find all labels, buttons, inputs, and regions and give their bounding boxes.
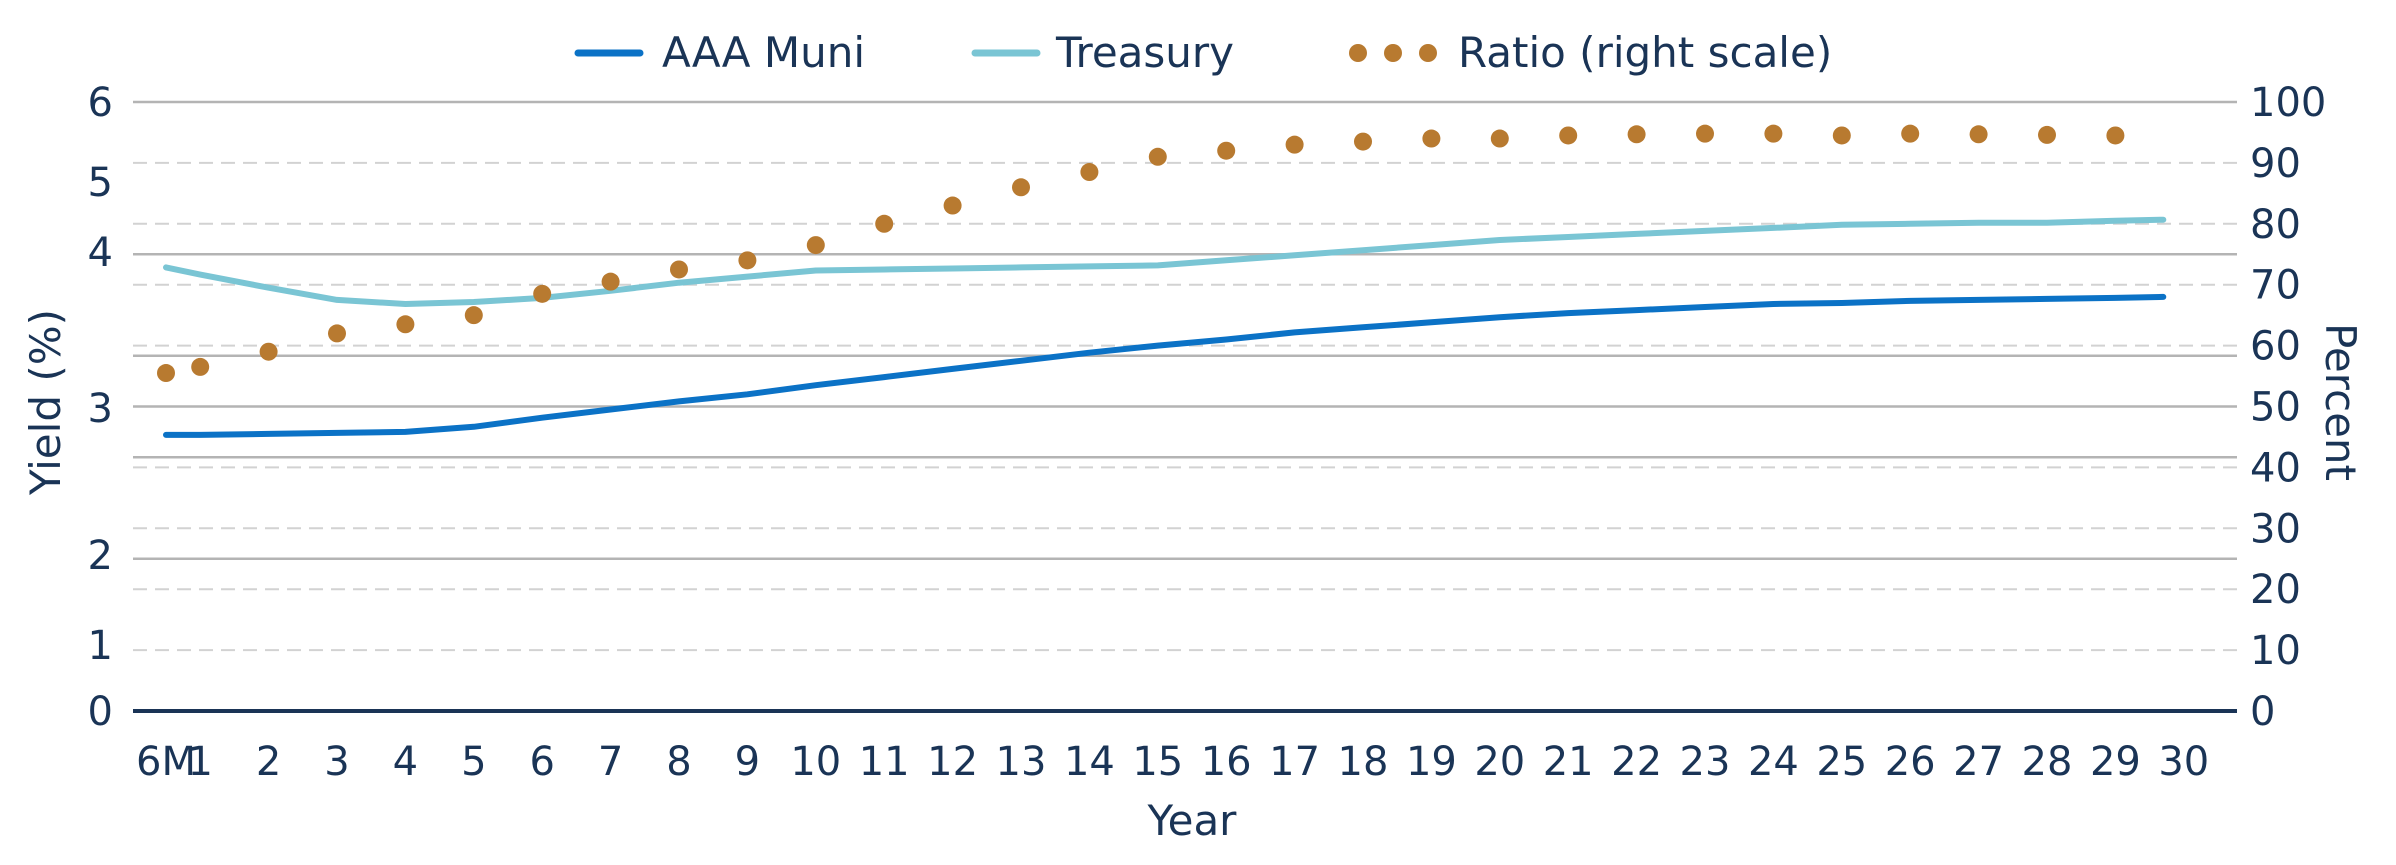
ratio-point bbox=[2038, 125, 2056, 144]
x-tick-label: 14 bbox=[1064, 739, 1115, 785]
y-right-tick-label: 100 bbox=[2250, 80, 2326, 126]
x-axis-title: Year bbox=[1147, 796, 1238, 845]
ratio-point bbox=[738, 251, 757, 270]
ratio-point bbox=[1832, 126, 1851, 145]
x-tick-label: 24 bbox=[1748, 739, 1799, 785]
y-left-tick-label: 6 bbox=[88, 80, 113, 126]
ratio-point bbox=[1012, 178, 1030, 197]
y-right-tick-label: 30 bbox=[2250, 506, 2301, 552]
ratio-point bbox=[1559, 126, 1578, 145]
ratio-point bbox=[464, 306, 483, 325]
x-tick-label: 22 bbox=[1611, 739, 1662, 785]
plot-area bbox=[157, 124, 2167, 438]
y-axis-left-title: Yield (%) bbox=[21, 309, 70, 496]
y-axis-right: 0 10 20 30 40 50 60 70 80 90 100 bbox=[2250, 80, 2326, 735]
legend-swatch-ratio-dot bbox=[1419, 44, 1437, 62]
legend-swatch-ratio-dot bbox=[1349, 44, 1367, 62]
ratio-point bbox=[1627, 125, 1646, 144]
ratio-point bbox=[1696, 124, 1714, 143]
y-right-tick-label: 20 bbox=[2250, 567, 2301, 613]
ratio-point bbox=[806, 236, 825, 255]
x-tick-label: 1 bbox=[187, 739, 212, 785]
y-right-tick-label: 40 bbox=[2250, 445, 2301, 491]
ratio-point bbox=[157, 364, 175, 383]
y-right-tick-label: 0 bbox=[2250, 689, 2275, 735]
x-tick-label: 2 bbox=[256, 739, 281, 785]
ratio-point bbox=[1285, 135, 1304, 154]
x-tick-label: 11 bbox=[859, 739, 910, 785]
series-ratio bbox=[157, 124, 2125, 383]
ratio-point bbox=[328, 324, 346, 343]
ratio-point bbox=[1080, 163, 1099, 182]
legend-swatch-ratio-dot bbox=[1384, 44, 1402, 62]
ratio-point bbox=[875, 214, 894, 233]
y-left-tick-label: 1 bbox=[88, 623, 113, 669]
x-tick-label: 20 bbox=[1474, 739, 1525, 785]
legend-label-aaa-muni: AAA Muni bbox=[662, 28, 865, 77]
x-tick-label: 5 bbox=[461, 739, 486, 785]
y-right-tick-label: 90 bbox=[2250, 141, 2301, 187]
x-tick-label: 10 bbox=[790, 739, 841, 785]
ratio-point bbox=[1217, 141, 1236, 160]
x-tick-label: 8 bbox=[666, 739, 691, 785]
ratio-point bbox=[601, 272, 620, 291]
ratio-point bbox=[1422, 129, 1441, 148]
y-right-tick-label: 70 bbox=[2250, 263, 2301, 309]
ratio-point bbox=[533, 284, 552, 303]
legend-label-treasury: Treasury bbox=[1055, 28, 1234, 77]
x-tick-label: 26 bbox=[1885, 739, 1936, 785]
x-tick-label: 15 bbox=[1132, 739, 1183, 785]
x-tick-label: 27 bbox=[1953, 739, 2004, 785]
ratio-point bbox=[670, 260, 688, 279]
ratio-point bbox=[1354, 132, 1372, 151]
ratio-point bbox=[259, 342, 278, 361]
ratio-point bbox=[943, 196, 962, 215]
y-right-tick-label: 60 bbox=[2250, 324, 2301, 370]
ratio-point bbox=[1764, 124, 1783, 143]
y-right-tick-label: 50 bbox=[2250, 385, 2301, 431]
ratio-point bbox=[1490, 129, 1509, 148]
y-right-tick-label: 10 bbox=[2250, 628, 2301, 674]
x-tick-label: 17 bbox=[1269, 739, 1320, 785]
legend: AAA Muni Treasury Ratio (right scale) bbox=[574, 28, 1832, 77]
x-tick-label: 23 bbox=[1680, 739, 1731, 785]
y-axis-right-title: Percent bbox=[2316, 323, 2365, 481]
x-tick-label: 6 bbox=[529, 739, 554, 785]
x-tick-label: 18 bbox=[1338, 739, 1389, 785]
gridlines bbox=[133, 100, 2237, 652]
x-tick-label: 13 bbox=[996, 739, 1047, 785]
x-tick-label: 16 bbox=[1201, 739, 1252, 785]
ratio-point bbox=[191, 357, 210, 376]
x-tick-label: 21 bbox=[1543, 739, 1594, 785]
y-axis-left: 0 1 2 3 4 5 6 bbox=[88, 80, 113, 735]
x-tick-label: 9 bbox=[735, 739, 760, 785]
x-tick-label: 12 bbox=[927, 739, 978, 785]
ratio-point bbox=[1901, 124, 1920, 143]
y-right-tick-label: 80 bbox=[2250, 202, 2301, 248]
x-tick-label: 28 bbox=[2022, 739, 2073, 785]
y-left-tick-label: 0 bbox=[88, 689, 113, 735]
x-axis: 6M1 2 3 4 5 6 7 8 9 10 11 12 13 14 15 16 17 18 19 20 21 22 23 2… bbox=[133, 709, 2237, 785]
ratio-point bbox=[1969, 125, 1988, 144]
y-left-tick-label: 4 bbox=[88, 230, 113, 276]
legend-label-ratio: Ratio (right scale) bbox=[1458, 28, 1832, 77]
x-tick-label: 3 bbox=[324, 739, 349, 785]
y-left-tick-label: 2 bbox=[88, 533, 113, 579]
x-tick-label: 7 bbox=[598, 739, 623, 785]
y-left-tick-label: 5 bbox=[88, 160, 113, 206]
y-left-tick-label: 3 bbox=[88, 386, 113, 432]
series-line-aaa-muni bbox=[163, 293, 2167, 438]
ratio-point bbox=[396, 315, 415, 334]
x-tick-label: 4 bbox=[393, 739, 418, 785]
ratio-point bbox=[1148, 147, 1167, 166]
series-line-treasury bbox=[163, 216, 2167, 307]
x-tick-label: 30 bbox=[2158, 739, 2209, 785]
x-tick-label: 29 bbox=[2090, 739, 2141, 785]
x-tick-label: 19 bbox=[1406, 739, 1457, 785]
x-tick-label: 6M bbox=[136, 739, 196, 785]
x-tick-label: 25 bbox=[1816, 739, 1867, 785]
ratio-point bbox=[2106, 126, 2125, 145]
